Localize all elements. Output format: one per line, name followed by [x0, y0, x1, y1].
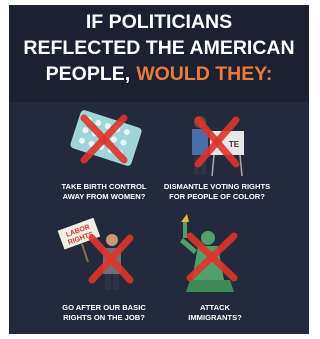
caption: TAKE BIRTH CONTROL: [61, 182, 146, 191]
title-line: IF POLITICIANS: [86, 11, 232, 33]
title-line: PEOPLE,WOULD THEY:: [46, 63, 273, 85]
caption: IMMIGRANTS?: [188, 313, 242, 322]
caption: ATTACK: [200, 303, 231, 312]
infographic: IF POLITICIANS REFLECTED THE AMERICAN PE…: [0, 0, 318, 339]
caption: DISMANTLE VOTING RIGHTS: [164, 182, 270, 191]
title-highlight: WOULD THEY:: [136, 63, 272, 85]
caption: FOR PEOPLE OF COLOR?: [169, 192, 265, 201]
caption: RIGHTS ON THE JOB?: [63, 313, 145, 322]
title-part: PEOPLE,: [46, 63, 131, 85]
title-line: REFLECTED THE AMERICAN: [23, 37, 294, 59]
caption: GO AFTER OUR BASIC: [62, 303, 146, 312]
caption: AWAY FROM WOMEN?: [63, 192, 146, 201]
sign-text: TE: [229, 140, 240, 149]
